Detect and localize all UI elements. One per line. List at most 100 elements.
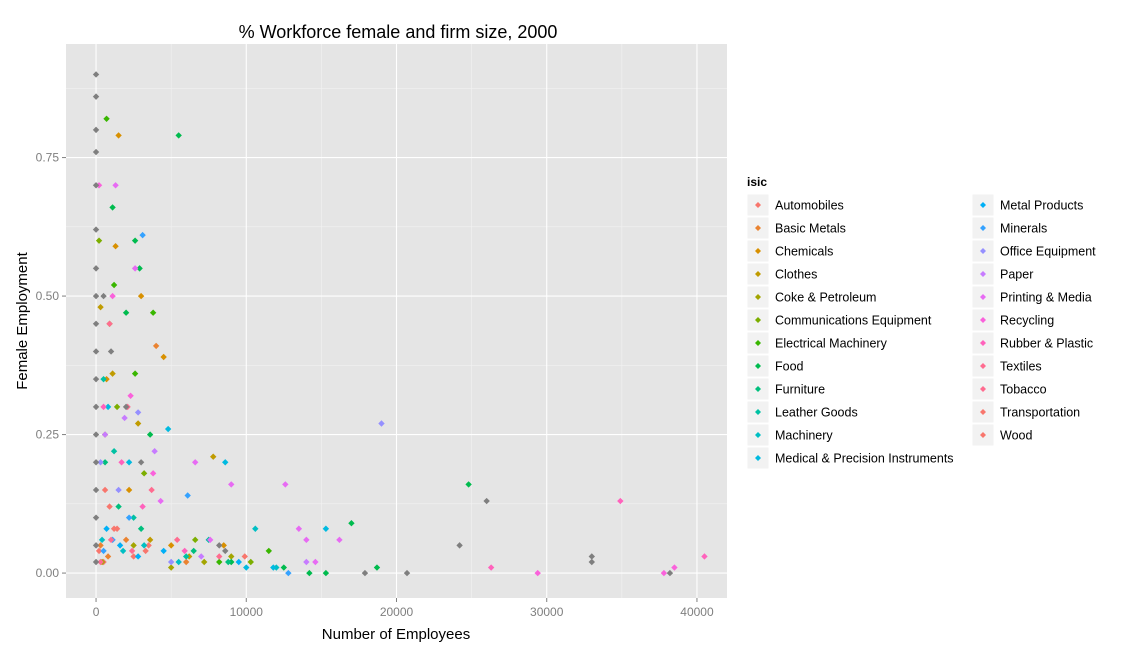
data-point (160, 547, 167, 555)
legend-key-marker (980, 202, 986, 208)
legend-key-marker (755, 317, 761, 323)
x-tick-label: 0 (93, 605, 100, 619)
data-point (588, 558, 595, 566)
legend-label: Clothes (775, 268, 817, 282)
data-point (134, 553, 142, 560)
x-axis-title: Number of Employees (322, 626, 470, 643)
legend-key-marker (755, 363, 761, 369)
data-point (303, 536, 310, 544)
x-tick-label: 40000 (680, 605, 714, 619)
data-point (167, 564, 175, 571)
data-point (228, 553, 235, 560)
data-point (191, 459, 199, 466)
data-point (125, 486, 133, 494)
data-point (157, 497, 164, 505)
data-point (134, 409, 142, 416)
data-point (270, 564, 277, 571)
y-tick-label: 0.50 (36, 289, 60, 303)
data-point (137, 292, 145, 300)
legend-key-marker (980, 432, 986, 438)
data-point (146, 431, 154, 438)
data-point (167, 558, 175, 566)
data-point (107, 348, 115, 355)
data-point (222, 459, 229, 466)
data-point (265, 547, 273, 555)
data-point (322, 525, 330, 532)
data-point (101, 459, 109, 466)
legend-key-marker (980, 386, 986, 392)
data-point (97, 542, 104, 549)
data-point (295, 525, 303, 532)
data-point (137, 459, 145, 466)
legend-key-marker (980, 409, 986, 415)
data-point (142, 547, 149, 555)
legend-key-marker (755, 386, 761, 392)
legend-label: Basic Metals (775, 222, 846, 236)
data-point (207, 536, 214, 544)
data-point (112, 182, 119, 189)
data-point (109, 204, 116, 211)
data-point (303, 558, 310, 566)
legend-key-marker (980, 363, 986, 369)
data-point (92, 71, 100, 78)
legend-label: Tobacco (1000, 383, 1047, 397)
data-point (247, 558, 254, 566)
data-point (487, 564, 495, 571)
data-point (121, 414, 128, 422)
data-point (116, 542, 124, 549)
data-point (160, 353, 167, 361)
data-point (175, 132, 182, 139)
data-point (130, 514, 137, 521)
y-tick-label: 0.75 (36, 151, 60, 165)
data-point (100, 375, 107, 383)
data-point (137, 525, 145, 532)
legend-key-marker (980, 248, 986, 254)
data-point (146, 536, 154, 544)
legend-title: isic (747, 175, 767, 189)
data-point (145, 542, 152, 549)
data-point (113, 525, 121, 532)
data-point (173, 536, 181, 544)
legend-key-marker (755, 202, 761, 208)
data-point (228, 481, 235, 488)
data-point (115, 503, 122, 510)
data-point (92, 514, 100, 521)
data-point (149, 470, 157, 477)
data-point (98, 536, 106, 544)
data-point (243, 564, 250, 571)
legend-label: Office Equipment (1000, 245, 1096, 259)
legend-label: Furniture (775, 383, 825, 397)
data-point (92, 93, 100, 100)
data-point (190, 547, 197, 555)
legend-label: Coke & Petroleum (775, 291, 876, 305)
data-point (322, 569, 330, 577)
data-point (92, 292, 100, 300)
legend-label: Communications Equipment (775, 314, 932, 328)
chart-title: % Workforce female and firm size, 2000 (239, 22, 558, 42)
data-point (666, 569, 674, 577)
legend-key-marker (755, 271, 761, 277)
data-point (225, 558, 232, 566)
data-point (306, 569, 313, 577)
data-point (101, 486, 109, 494)
legend-label: Chemicals (775, 245, 833, 259)
data-point (348, 520, 355, 527)
legend-label: Textiles (1000, 360, 1042, 374)
data-point (282, 481, 289, 488)
legend-key-marker (755, 432, 761, 438)
data-point (241, 553, 248, 560)
data-point (97, 459, 104, 466)
data-point (122, 403, 130, 411)
data-point (100, 547, 107, 555)
data-point (167, 542, 175, 549)
data-point (131, 237, 139, 244)
data-point (118, 459, 125, 466)
data-point (222, 547, 229, 555)
data-point (92, 182, 100, 189)
legend-key-marker (980, 340, 986, 346)
y-axis-ticks: 0.00 0.25 0.50 0.75 (36, 151, 66, 580)
data-point (92, 348, 100, 355)
data-point (122, 536, 130, 544)
data-point (92, 542, 100, 549)
